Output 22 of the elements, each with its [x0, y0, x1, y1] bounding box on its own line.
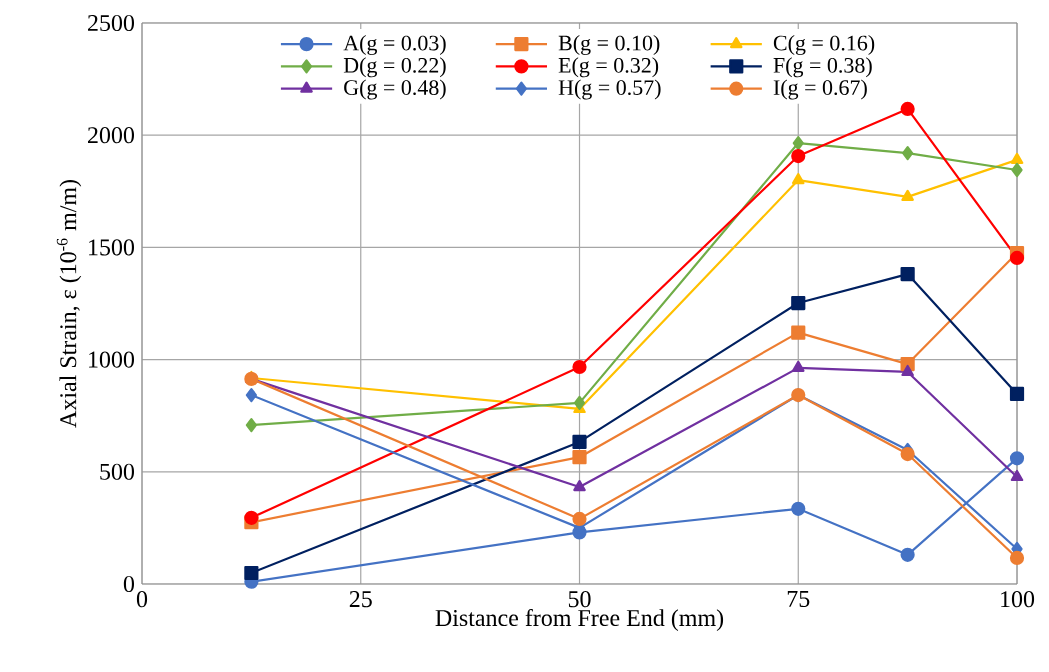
- legend-label: B(g = 0.10): [558, 35, 660, 55]
- x-axis-title: Distance from Free End (mm): [435, 608, 724, 631]
- legend-label: C(g = 0.16): [773, 35, 875, 55]
- legend-label: I(g = 0.67): [773, 79, 867, 100]
- x-tick-label: 50: [568, 591, 591, 608]
- y-tick-label: 1000: [89, 351, 135, 368]
- y-tick-label: 1500: [89, 239, 135, 256]
- x-tick-label: 25: [349, 591, 372, 608]
- y-tick-label: 500: [100, 463, 135, 480]
- legend-label: G(g = 0.48): [344, 79, 446, 100]
- y-tick-label: 2500: [88, 14, 135, 32]
- legend-label: E(g = 0.32): [558, 57, 659, 78]
- x-tick-label: 0: [136, 591, 148, 608]
- legend-label: F(g = 0.38): [773, 57, 872, 78]
- y-tick-label: 0: [123, 575, 135, 593]
- y-tick-label: 2000: [88, 127, 135, 144]
- legend-label: A(g = 0.03): [343, 35, 446, 55]
- legend-label: H(g = 0.57): [558, 79, 661, 100]
- x-tick-label: 100: [1001, 591, 1035, 608]
- y-axis-title: Axial Strain, ε (10$^{-6}$ m/m): [56, 180, 82, 428]
- legend-label: D(g = 0.22): [343, 57, 446, 78]
- x-tick-label: 75: [787, 591, 810, 607]
